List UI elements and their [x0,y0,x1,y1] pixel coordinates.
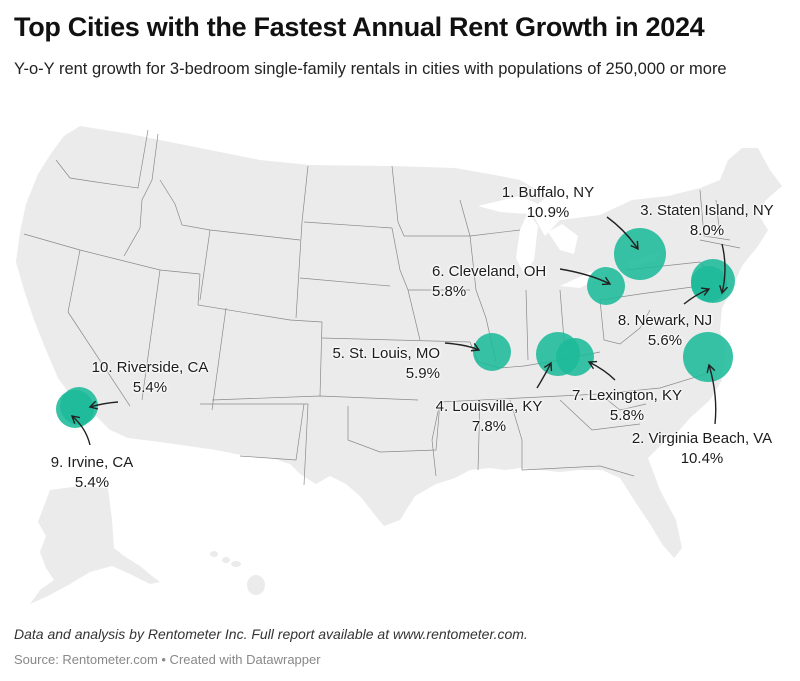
label-cleveland: 6. Cleveland, OH 5.8% [432,262,546,302]
city-value: 10.4% [680,450,724,467]
arrow-lexington [587,360,616,381]
city-name: 3. Staten Island, NY [640,202,774,219]
arrow-newark [683,287,711,305]
chart-title: Top Cities with the Fastest Annual Rent … [14,12,705,42]
us-land [16,126,782,558]
arrow-staten-island [719,243,729,295]
arrow-buffalo [606,216,639,251]
chart-notes: Data and analysis by Rentometer Inc. Ful… [14,626,528,642]
bubble-virginia-beach[interactable] [683,332,733,382]
bubble-newark[interactable] [691,266,727,302]
chart-source: Source: Rentometer.com • Created with Da… [14,652,321,667]
city-value: 7.8% [471,418,507,435]
label-newark: 8. Newark, NJ 5.6% [610,311,720,351]
city-name: 4. Louisville, KY [435,398,543,415]
label-lexington: 7. Lexington, KY 5.8% [566,386,688,426]
city-name: 9. Irvine, CA [50,454,134,471]
label-buffalo: 1. Buffalo, NY 10.9% [500,183,596,223]
bubble-buffalo[interactable] [614,228,666,280]
state-borders [23,129,741,486]
city-name: 2. Virginia Beach, VA [631,430,773,447]
arrow-cleveland [559,268,612,286]
city-name: 10. Riverside, CA [91,359,209,376]
city-value: 5.8% [609,407,645,424]
city-value: 5.4% [74,474,110,491]
city-name: 8. Newark, NJ [617,312,713,329]
city-name: 7. Lexington, KY [571,387,683,404]
city-value: 8.0% [689,222,725,239]
city-value: 5.9% [405,365,440,382]
us-map [16,126,782,604]
label-louisville: 4. Louisville, KY 7.8% [428,397,550,437]
bubble-irvine[interactable] [56,390,94,428]
city-value: 5.6% [647,332,683,349]
bubble-st-louis[interactable] [473,333,511,371]
city-value: 5.8% [432,283,467,300]
label-st-louis: 5. St. Louis, MO 5.9% [322,344,440,384]
map-area: 1. Buffalo, NY 10.9% 3. Staten Island, N… [0,110,800,620]
city-value: 10.9% [526,204,570,221]
annotation-arrows [70,216,729,446]
hawaii-land [210,551,265,595]
alaska-land [30,486,160,604]
arrow-st-louis [444,342,481,352]
label-virginia-beach: 2. Virginia Beach, VA 10.4% [622,429,782,469]
city-value: 5.4% [132,379,168,396]
arrow-irvine [70,415,91,446]
city-name: 5. St. Louis, MO [332,345,440,362]
bubble-lexington[interactable] [556,338,594,376]
chart-subtitle: Y-o-Y rent growth for 3-bedroom single-f… [14,60,727,78]
city-name: 1. Buffalo, NY [501,184,595,201]
arrow-riverside [88,400,119,410]
label-irvine: 9. Irvine, CA 5.4% [44,453,140,493]
city-name: 6. Cleveland, OH [432,263,547,280]
bubbles [56,228,735,428]
bubble-cleveland[interactable] [587,267,625,305]
label-riverside: 10. Riverside, CA 5.4% [86,358,214,398]
label-staten-island: 3. Staten Island, NY 8.0% [632,201,782,241]
arrow-virginia-beach [706,363,717,425]
arrow-louisville [536,361,553,389]
